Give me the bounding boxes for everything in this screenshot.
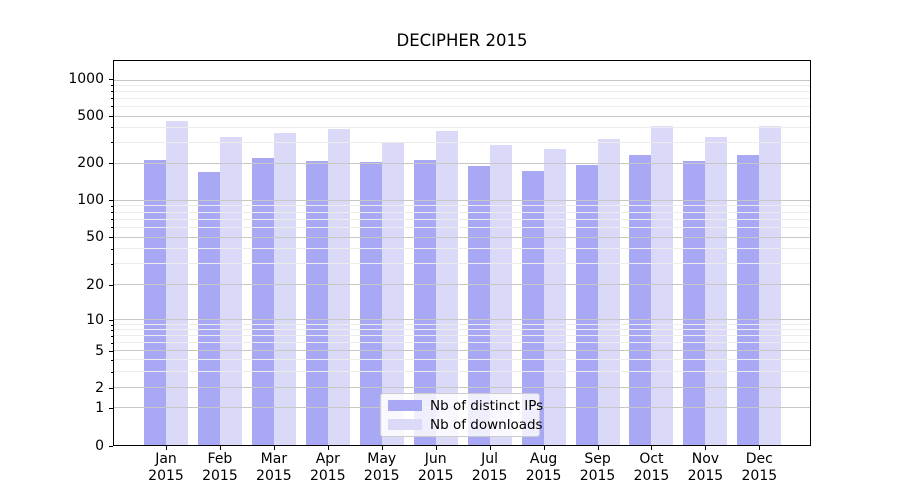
legend-item: Nb of downloads <box>388 417 543 433</box>
y-tick <box>109 79 113 81</box>
y-minor-tick <box>111 248 113 250</box>
x-tick <box>597 446 599 450</box>
y-tick <box>109 446 113 447</box>
y-minor-tick <box>111 84 113 86</box>
bar-distinct-ips <box>197 172 220 445</box>
y-tick <box>109 351 113 353</box>
x-tick-label: Sep 2015 <box>579 451 616 484</box>
y-minor-tick <box>111 106 113 108</box>
bar-distinct-ips <box>575 164 598 445</box>
bar-downloads <box>273 133 296 445</box>
y-minor-tick <box>111 360 113 362</box>
x-tick <box>381 446 383 450</box>
bar-distinct-ips <box>737 154 760 445</box>
y-minor-tick <box>111 90 113 92</box>
y-tick-label: 50 <box>86 229 104 246</box>
y-tick-label: 20 <box>86 277 104 294</box>
bar-downloads <box>597 138 620 445</box>
y-minor-tick <box>111 263 113 265</box>
bar-downloads <box>435 130 458 445</box>
y-tick-label: 100 <box>77 192 104 209</box>
x-tick-label: Aug 2015 <box>525 451 562 484</box>
x-tick-label: Dec 2015 <box>741 451 778 484</box>
x-tick-label: Oct 2015 <box>633 451 670 484</box>
x-tick <box>166 446 167 450</box>
bar-distinct-ips <box>629 155 652 445</box>
x-tick-label: Jan 2015 <box>148 451 184 484</box>
bar-distinct-ips <box>467 165 490 445</box>
x-tick-label: Mar 2015 <box>256 451 292 484</box>
bar-distinct-ips <box>305 160 328 445</box>
x-tick-label: May 2015 <box>363 451 400 484</box>
bar-distinct-ips <box>144 160 166 445</box>
y-minor-tick <box>111 227 113 229</box>
y-tick <box>109 388 113 390</box>
bar-downloads <box>543 149 566 445</box>
y-minor-tick <box>111 324 113 326</box>
bar-distinct-ips <box>251 158 274 445</box>
bar-downloads <box>651 126 674 445</box>
x-tick <box>543 446 545 450</box>
y-minor-tick <box>111 343 113 345</box>
x-tick-label: Nov 2015 <box>687 451 724 484</box>
bar-downloads <box>166 121 188 445</box>
bar-distinct-ips <box>413 159 436 445</box>
bar-downloads <box>489 144 512 445</box>
y-minor-tick <box>111 205 113 207</box>
y-minor-tick <box>111 97 113 99</box>
y-tick <box>109 408 113 410</box>
chart-title: DECIPHER 2015 <box>396 31 528 50</box>
x-tick-label: Apr 2015 <box>309 451 346 484</box>
y-tick-label: 200 <box>77 155 104 172</box>
y-tick <box>109 163 113 165</box>
y-tick-label: 1000 <box>68 71 104 88</box>
y-tick <box>109 200 113 202</box>
y-minor-tick <box>111 219 113 221</box>
bar-distinct-ips <box>683 161 706 445</box>
bar-downloads <box>759 125 782 445</box>
bar-distinct-ips <box>521 170 544 445</box>
y-tick-label: 500 <box>77 107 104 124</box>
y-tick <box>109 285 113 287</box>
bar-downloads <box>327 129 350 445</box>
bars-layer <box>114 61 810 445</box>
y-tick <box>109 115 113 117</box>
plot-area <box>113 60 811 446</box>
x-tick <box>327 446 329 450</box>
legend: Nb of distinct IPs Nb of downloads <box>380 393 543 437</box>
y-minor-tick <box>111 329 113 331</box>
y-tick-label: 5 <box>95 343 104 360</box>
y-minor-tick <box>111 371 113 373</box>
bar-downloads <box>705 137 728 445</box>
bar-downloads <box>381 142 404 445</box>
x-tick-label: Feb 2015 <box>202 451 238 484</box>
bar-downloads <box>219 137 242 445</box>
legend-swatch-distinct-ips <box>388 400 422 411</box>
y-tick <box>109 319 113 321</box>
bar-distinct-ips <box>359 161 382 445</box>
y-tick <box>109 237 113 239</box>
y-minor-tick <box>111 142 113 144</box>
x-tick-label: Jul 2015 <box>471 451 508 484</box>
legend-item: Nb of distinct IPs <box>388 398 543 414</box>
y-minor-tick <box>111 212 113 214</box>
legend-label: Nb of distinct IPs <box>430 397 544 414</box>
y-tick-label: 10 <box>86 311 104 328</box>
legend-swatch-downloads <box>388 419 422 430</box>
x-tick <box>219 446 221 450</box>
x-tick <box>273 446 275 450</box>
y-tick-label: 1 <box>95 400 104 417</box>
x-tick <box>759 446 761 450</box>
x-tick <box>435 446 437 450</box>
x-tick <box>705 446 707 450</box>
legend-label: Nb of downloads <box>430 416 543 433</box>
x-tick <box>489 446 491 450</box>
x-tick <box>651 446 653 450</box>
y-minor-tick <box>111 336 113 338</box>
y-tick-label: 2 <box>95 380 104 397</box>
y-tick-label: 0 <box>95 438 104 454</box>
x-tick-label: Jun 2015 <box>417 451 454 484</box>
y-minor-tick <box>111 127 113 129</box>
